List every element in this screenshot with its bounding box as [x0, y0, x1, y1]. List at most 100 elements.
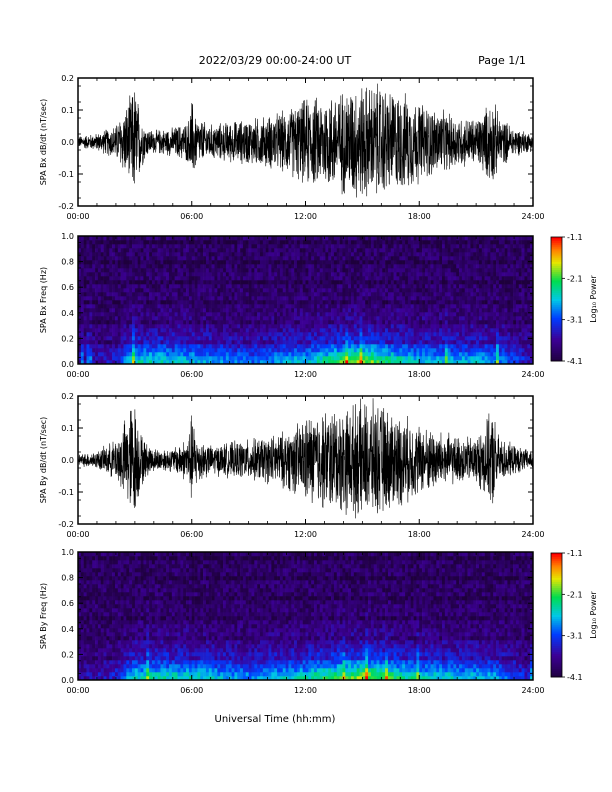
heatmap-cell — [481, 356, 485, 361]
heatmap-cell — [496, 272, 500, 277]
heatmap-cell — [331, 256, 335, 261]
heatmap-cell — [390, 256, 394, 261]
heatmap-cell — [109, 252, 113, 257]
heatmap-cell — [86, 320, 90, 325]
heatmap-cell — [316, 236, 321, 241]
heatmap-cell — [271, 328, 275, 333]
heatmap-cell — [180, 312, 184, 317]
heatmap-cell — [97, 240, 102, 245]
heatmap-cell — [405, 296, 409, 301]
heatmap-cell — [433, 344, 437, 349]
heatmap-cell — [257, 244, 261, 249]
heatmap-cell — [467, 356, 471, 361]
heatmap-cell — [316, 300, 321, 305]
heatmap-cell — [453, 272, 457, 277]
heatmap-cell — [439, 304, 443, 309]
heatmap-cell — [223, 268, 227, 273]
heatmap-cell — [311, 252, 315, 257]
heatmap-cell — [223, 332, 227, 337]
heatmap-cell — [291, 316, 295, 321]
heatmap-cell — [430, 304, 434, 309]
heatmap-cell — [240, 252, 244, 257]
heatmap-cell — [117, 308, 121, 313]
heatmap-cell — [100, 356, 104, 361]
heatmap-cell — [345, 288, 349, 293]
heatmap-cell — [248, 280, 252, 285]
heatmap-cell — [328, 324, 332, 329]
heatmap-cell — [129, 308, 133, 313]
heatmap-cell — [240, 272, 244, 277]
heatmap-cell — [146, 252, 150, 257]
heatmap-cell — [422, 308, 426, 313]
heatmap-cell — [274, 304, 278, 309]
heatmap-cell — [288, 320, 292, 325]
heatmap-cell — [160, 308, 164, 313]
heatmap-cell — [311, 244, 315, 249]
heatmap-cell — [251, 340, 255, 345]
heatmap-cell — [143, 324, 147, 329]
heatmap-cell — [251, 288, 255, 293]
heatmap-cell — [132, 264, 136, 269]
heatmap-cell — [217, 308, 221, 313]
heatmap-cell — [274, 236, 278, 241]
heatmap-cell — [268, 300, 272, 305]
heatmap-cell — [237, 320, 241, 325]
heatmap-cell — [333, 332, 338, 337]
heatmap-cell — [211, 340, 215, 345]
heatmap-cell — [430, 348, 434, 353]
heatmap-cell — [464, 312, 468, 317]
heatmap-cell — [308, 360, 312, 365]
heatmap-cell — [353, 280, 357, 285]
heatmap-cell — [220, 320, 224, 325]
heatmap-cell — [373, 332, 377, 337]
heatmap-cell — [507, 292, 511, 297]
heatmap-cell — [331, 360, 335, 365]
heatmap-cell — [200, 280, 204, 285]
heatmap-cell — [299, 292, 303, 297]
heatmap-cell — [214, 276, 218, 281]
heatmap-cell — [271, 252, 275, 257]
heatmap-cell — [405, 272, 409, 277]
heatmap-cell — [194, 264, 198, 269]
heatmap-cell — [436, 332, 440, 337]
heatmap-cell — [362, 272, 366, 277]
panels: 0.20.10.0-0.1-0.200:00 06:00 12:00 18:00 24:… — [39, 74, 598, 695]
heatmap-cell — [496, 300, 500, 305]
heatmap-cell — [126, 316, 130, 321]
heatmap-cell — [387, 276, 392, 281]
heatmap-cell — [453, 252, 457, 257]
heatmap-cell — [134, 336, 139, 341]
heatmap-cell — [407, 280, 412, 285]
heatmap-cell — [342, 240, 346, 245]
heatmap-cell — [370, 360, 375, 365]
heatmap-cell — [379, 280, 383, 285]
heatmap-cell — [160, 252, 164, 257]
heatmap-cell — [140, 340, 144, 345]
heatmap-cell — [325, 256, 329, 261]
heatmap-cell — [279, 328, 284, 333]
heatmap-cell — [171, 308, 175, 313]
heatmap-cell — [296, 292, 301, 297]
heatmap-cell — [453, 300, 457, 305]
heatmap-cell — [83, 276, 87, 281]
heatmap-cell — [478, 324, 483, 329]
heatmap-cell — [461, 272, 466, 277]
heatmap-cell — [234, 304, 238, 309]
heatmap-cell — [194, 356, 198, 361]
heatmap-cell — [413, 356, 417, 361]
heatmap-cell — [86, 332, 90, 337]
heatmap-cell — [169, 288, 173, 293]
heatmap-cell — [353, 324, 357, 329]
heatmap-cell — [240, 296, 244, 301]
heatmap-cell — [260, 260, 264, 265]
heatmap-cell — [205, 248, 210, 253]
heatmap-cell — [112, 240, 116, 245]
heatmap-cell — [89, 248, 93, 253]
heatmap-cell — [407, 248, 412, 253]
heatmap-cell — [470, 320, 474, 325]
heatmap-cell — [265, 292, 269, 297]
heatmap-cell — [180, 284, 184, 289]
heatmap-cell — [461, 316, 466, 321]
heatmap-cell — [461, 240, 466, 245]
heatmap-cell — [191, 288, 195, 293]
